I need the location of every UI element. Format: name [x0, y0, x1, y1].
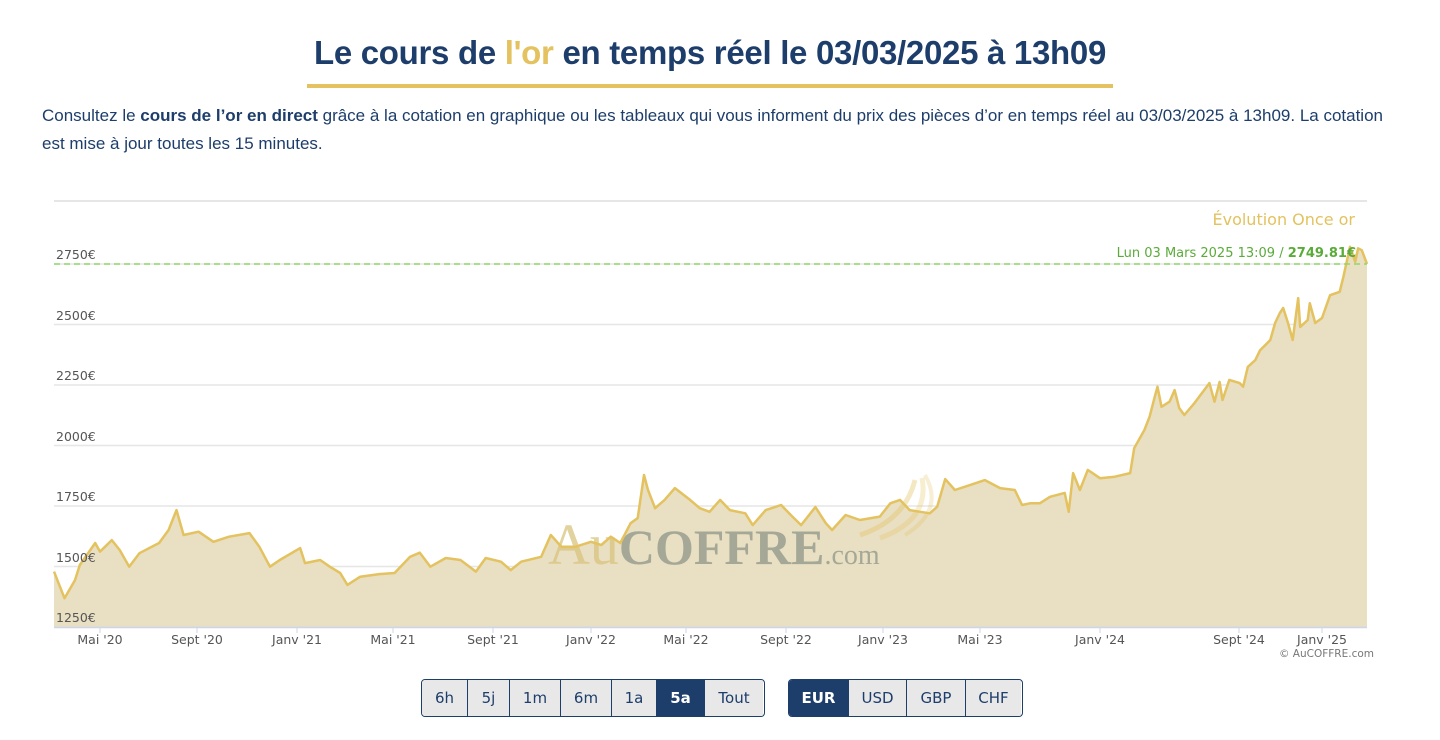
y-tick-label: 2750€: [56, 247, 96, 262]
y-tick-label: 1250€: [56, 610, 96, 625]
x-axis-ticks: [99, 627, 1323, 633]
y-tick-label: 1750€: [56, 489, 96, 504]
last-price-date: Lun 03 Mars 2025 13:09: [1116, 246, 1276, 261]
x-tick-label: Mai '23: [957, 632, 1003, 647]
x-tick-label: Sept '22: [760, 632, 812, 647]
chart-credits[interactable]: © AuCOFFRE.com: [1278, 648, 1374, 660]
x-tick-label: Janv '24: [1075, 632, 1125, 647]
chart-title: Évolution Once or: [1212, 210, 1355, 229]
intro-paragraph: Consultez le cours de l’or en direct grâ…: [42, 102, 1402, 158]
y-tick-label: 1500€: [56, 549, 96, 565]
x-tick-label: Janv '21: [272, 632, 322, 647]
range-button-1a[interactable]: 1a: [612, 680, 657, 716]
intro-text: Consultez le: [42, 106, 141, 125]
intro-text-rest: grâce à la cotation en graphique ou les …: [42, 106, 1383, 153]
title-highlight: l'or: [504, 34, 554, 71]
x-tick-label: Mai '22: [663, 632, 709, 647]
y-tick-label: 2250€: [56, 368, 96, 383]
last-price-separator: /: [1275, 246, 1288, 261]
x-tick-label: Sept '20: [171, 632, 223, 647]
page-title: Le cours de l'or en temps réel le 03/03/…: [0, 34, 1420, 72]
range-button-6h[interactable]: 6h: [422, 680, 468, 716]
price-area-fill: [54, 246, 1367, 628]
title-text-after: en temps réel le 03/03/2025 à 13h09: [553, 34, 1107, 71]
y-tick-label: 2500€: [56, 307, 96, 323]
currency-selector: EUR USD GBP CHF: [788, 679, 1023, 717]
x-tick-label: Janv '23: [858, 632, 908, 647]
title-text-before: Le cours de: [313, 34, 505, 71]
currency-button-eur[interactable]: EUR: [789, 680, 849, 716]
watermark-arc: [879, 477, 926, 541]
x-tick-label: Mai '20: [77, 632, 123, 647]
price-line: [52, 245, 1369, 600]
currency-button-usd[interactable]: USD: [849, 680, 907, 716]
x-tick-label: Janv '25: [1297, 632, 1347, 647]
range-button-6m[interactable]: 6m: [561, 680, 612, 716]
intro-bold-text: cours de l’or en direct: [140, 106, 318, 125]
x-tick-label: Sept '24: [1213, 632, 1265, 647]
watermark-arc: [903, 474, 934, 537]
range-button-5j[interactable]: 5j: [468, 680, 510, 716]
range-button-5a[interactable]: 5a: [657, 680, 705, 716]
x-tick-label: Sept '21: [467, 632, 519, 647]
x-tick-label: Janv '22: [566, 632, 616, 647]
watermark-arc: [859, 479, 918, 538]
x-tick-label: Mai '21: [370, 632, 416, 647]
range-button-1m[interactable]: 1m: [510, 680, 561, 716]
range-button-tout[interactable]: Tout: [705, 680, 763, 716]
y-tick-label: 2000€: [56, 428, 96, 444]
currency-button-gbp[interactable]: GBP: [907, 680, 966, 716]
title-underline: [307, 84, 1113, 88]
aucoffre-watermark-logo: AuCOFFRE.com: [548, 474, 934, 577]
watermark-text: AuCOFFRE.com: [548, 512, 880, 577]
gold-price-chart[interactable]: AuCOFFRE.com: [0, 0, 1440, 670]
last-price-label: Lun 03 Mars 2025 13:09 / 2749.81€: [1117, 246, 1356, 261]
range-selector: 6h 5j 1m 6m 1a 5a Tout: [421, 679, 765, 717]
currency-button-chf[interactable]: CHF: [966, 680, 1021, 716]
last-price-value: 2749.81€: [1287, 246, 1356, 261]
